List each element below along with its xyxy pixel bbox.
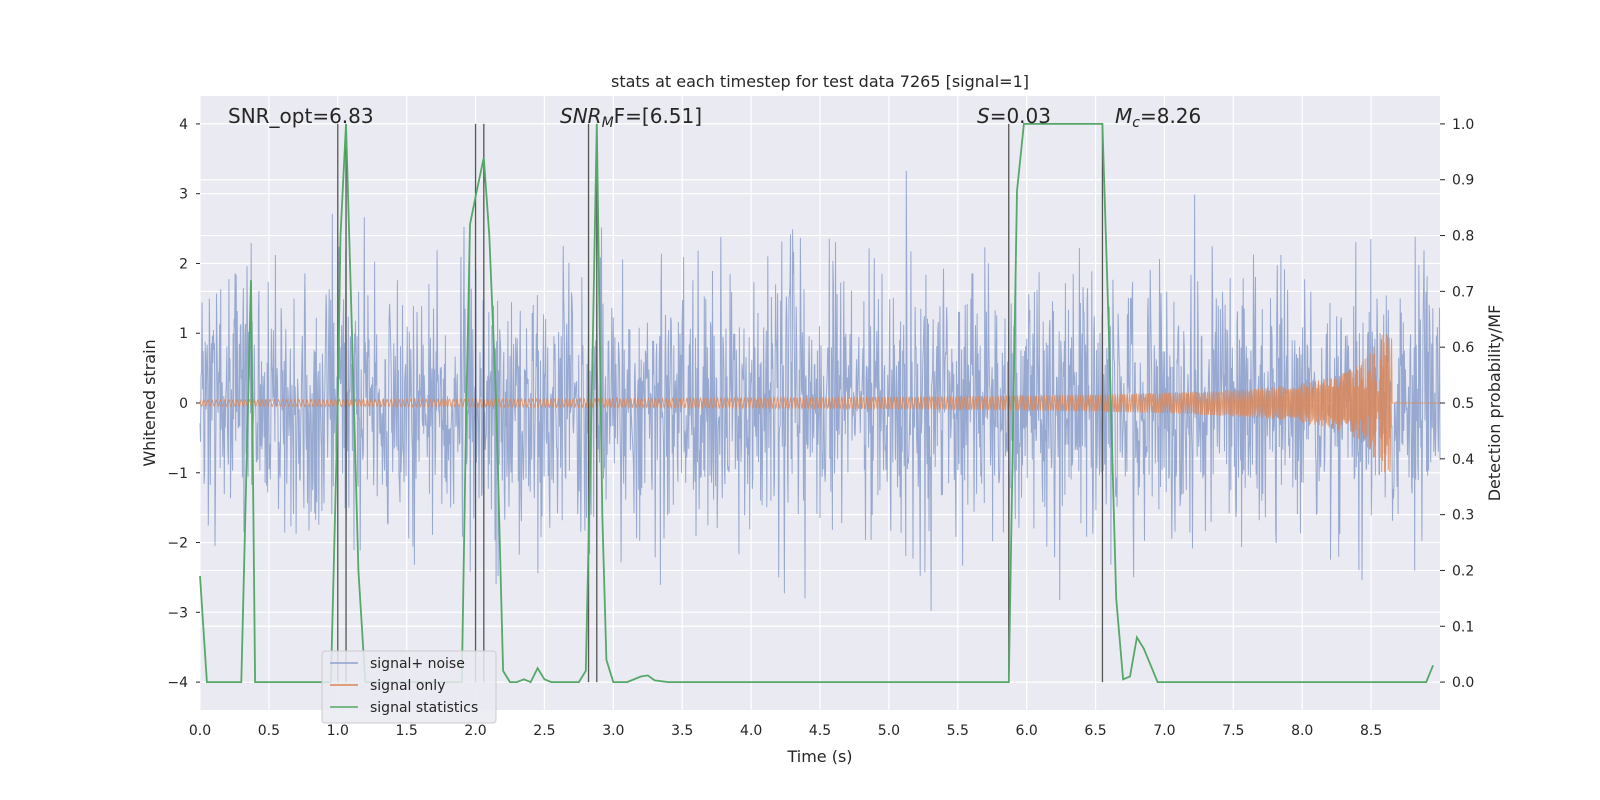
y-right-tick-label-5: 0.5 [1452,396,1474,412]
y-left-tick-label-8: −4 [167,675,188,691]
x-tick-label-14: 7.0 [1153,723,1175,739]
y-left-tick-label-0: 4 [179,117,188,133]
y-left-tick-label-2: 2 [179,256,188,272]
x-tick-label-10: 5.0 [878,723,900,739]
annotation-snr-mf: SNRMF=[6.51] [560,104,702,131]
x-tick-label-6: 3.0 [602,723,624,739]
y-right-tick-label-6: 0.4 [1452,452,1474,468]
x-tick-label-2: 1.0 [327,723,349,739]
x-tick-label-8: 4.0 [740,723,762,739]
y-right-tick-label-10: 0.0 [1452,675,1474,691]
y-right-tick-label-2: 0.8 [1452,229,1474,245]
y-right-axis-label: Detection probability/MF [1485,305,1504,502]
y-left-tick-label-4: 0 [179,396,188,412]
x-tick-label-15: 7.5 [1222,723,1244,739]
y-right-tick-label-9: 0.1 [1452,619,1474,635]
x-tick-label-17: 8.5 [1360,723,1382,739]
x-tick-label-11: 5.5 [947,723,969,739]
legend: signal+ noise signal only signal statist… [321,650,497,724]
y-left-tick-label-5: −1 [167,466,188,482]
y-right-ticks: 1.0 0.9 0.8 0.7 0.6 0.5 0.4 0.3 0.2 0.1 0.0 [1440,117,1474,691]
legend-label-stats: signal statistics [370,700,478,716]
y-right-tick-label-3: 0.7 [1452,284,1474,300]
x-tick-label-16: 8.0 [1291,723,1313,739]
y-left-tick-label-6: −2 [167,536,188,552]
y-right-tick-label-1: 0.9 [1452,173,1474,189]
chart-title: stats at each timestep for test data 726… [611,72,1029,91]
signal-statistics-series [199,123,1434,684]
y-right-tick-label-7: 0.3 [1452,508,1474,524]
annotation-mc: Mc=8.26 [1115,104,1201,131]
x-tick-label-13: 6.5 [1084,723,1106,739]
legend-label-signal: signal only [370,678,445,694]
y-right-tick-label-8: 0.2 [1452,563,1474,579]
x-tick-label-3: 1.5 [396,723,418,739]
x-tick-label-4: 2.0 [464,723,486,739]
legend-label-noise: signal+ noise [370,656,465,672]
vertical-markers [337,123,1104,683]
chirp-line [199,334,1440,473]
y-left-tick-label-1: 3 [179,187,188,203]
signal-statistics-line [199,123,1434,684]
x-tick-label-12: 6.0 [1016,723,1038,739]
legend-box [321,650,497,724]
x-tick-label-5: 2.5 [533,723,555,739]
y-left-axis-label: Whitened strain [140,339,159,466]
y-right-tick-label-4: 0.6 [1452,340,1474,356]
y-left-tick-label-7: −3 [167,605,188,621]
signal-only-series [199,334,1440,473]
annotation-snr-opt: SNR_opt=6.83 [228,104,374,128]
y-left-tick-label-3: 1 [179,326,188,342]
x-tick-label-7: 3.5 [671,723,693,739]
x-ticks: 0.0 0.5 1.0 1.5 2.0 2.5 3.0 3.5 4.0 4.5 5.0 5.5 6.0 6… [189,723,1382,739]
x-tick-label-9: 4.5 [809,723,831,739]
x-tick-label-0: 0.0 [189,723,211,739]
y-left-ticks: 4 3 2 1 0 −1 −2 −3 −4 [167,117,200,691]
y-right-tick-label-0: 1.0 [1452,117,1474,133]
annotation-s: S=0.03 [977,104,1051,128]
x-axis-label: Time (s) [786,747,852,766]
x-tick-label-1: 0.5 [258,723,280,739]
